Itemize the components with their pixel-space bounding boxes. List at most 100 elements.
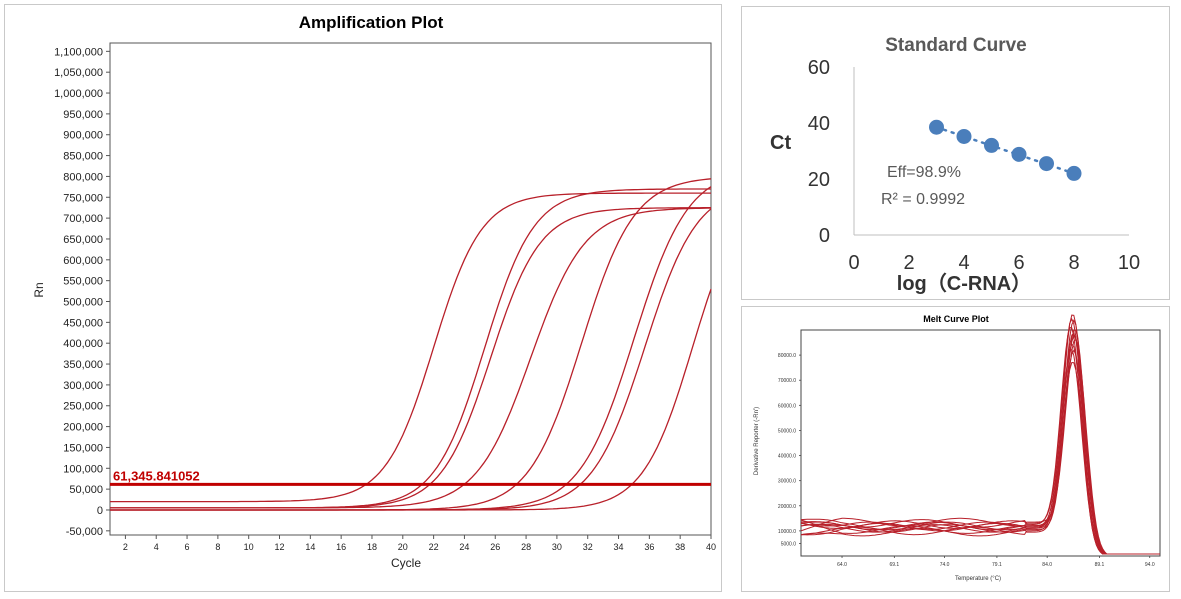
melt-curve-m7 bbox=[800, 334, 1160, 555]
amplification-x-tick-label: 30 bbox=[552, 542, 562, 552]
amplification-curve-std-1 bbox=[110, 192, 711, 503]
melt-curve-x-label: Temperature (°C) bbox=[955, 576, 1001, 582]
standard-curve-x-label: log（C-RNA） bbox=[897, 272, 1031, 295]
amplification-x-tick-label: 36 bbox=[644, 542, 654, 552]
amplification-x-tick-label: 8 bbox=[215, 542, 220, 552]
melt-curve-plot: Melt Curve Plot Temperature (°C) Derivat… bbox=[754, 314, 1161, 582]
melt-y-tick-label: 10000.0 bbox=[778, 529, 796, 535]
amplification-plot: Amplification Plot Cycle Rn -50,000 0 50,0… bbox=[32, 13, 716, 570]
amplification-y-tick-label: 200,000 bbox=[63, 422, 103, 434]
amplification-curve-std-4 bbox=[110, 207, 711, 509]
efficiency-annotation: Eff=98.9% bbox=[887, 164, 961, 181]
amplification-x-tick-label: 14 bbox=[305, 542, 315, 552]
amplification-curve-std-8 bbox=[110, 288, 712, 511]
melt-curve-m6 bbox=[800, 332, 1160, 555]
melt-x-tick-label: 74.0 bbox=[940, 562, 950, 568]
melt-y-tick-label: 40000.0 bbox=[778, 454, 796, 460]
melt-curve-panel: Melt Curve Plot Temperature (°C) Derivat… bbox=[741, 306, 1170, 592]
threshold-label: 61,345.841052 bbox=[113, 468, 200, 483]
amplification-y-tick-label: 900,000 bbox=[63, 130, 103, 142]
amplification-x-tick-label: 26 bbox=[490, 542, 500, 552]
standard-curve-y-tick-label: 0 bbox=[819, 225, 830, 247]
amplification-curve-std-6 bbox=[110, 186, 712, 511]
melt-x-tick-label: 84.0 bbox=[1042, 562, 1052, 568]
melt-x-tick-label: 69.1 bbox=[889, 562, 899, 568]
melt-x-tick-label: 64.0 bbox=[837, 562, 847, 568]
melt-curve-m12 bbox=[800, 361, 1160, 555]
standard-curve-x-tick-label: 8 bbox=[1068, 252, 1079, 274]
standard-curve-y-tick-label: 40 bbox=[808, 113, 830, 135]
amplification-y-tick-label: 750,000 bbox=[63, 192, 103, 204]
melt-x-tick-label: 89.1 bbox=[1095, 562, 1105, 568]
amplification-y-tick-label: 500,000 bbox=[63, 297, 103, 309]
amplification-x-tick-label: 38 bbox=[675, 542, 685, 552]
amplification-plot-area bbox=[109, 42, 712, 536]
amplification-y-tick-label: 450,000 bbox=[63, 317, 103, 329]
amplification-y-tick-label: 800,000 bbox=[63, 171, 103, 183]
amplification-x-tick-label: 24 bbox=[459, 542, 469, 552]
amplification-y-tick-label: 700,000 bbox=[63, 213, 103, 225]
amplification-x-tick-label: 34 bbox=[614, 542, 624, 552]
melt-y-tick-label: 70000.0 bbox=[778, 378, 796, 384]
amplification-y-tick-label: 400,000 bbox=[63, 338, 103, 350]
standard-curve-title: Standard Curve bbox=[885, 35, 1026, 56]
amplification-x-tick-label: 22 bbox=[429, 542, 439, 552]
standard-curve: Standard Curve Ct log（C-RNA） 0 20 40 60 0 2 4 6… bbox=[770, 35, 1140, 295]
amplification-x-tick-label: 6 bbox=[185, 542, 190, 552]
amplification-y-tick-label: 550,000 bbox=[63, 276, 103, 288]
melt-x-tick-label: 94.0 bbox=[1145, 562, 1155, 568]
amplification-x-tick-label: 40 bbox=[706, 542, 716, 552]
amplification-y-tick-label: 650,000 bbox=[63, 234, 103, 246]
melt-y-tick-label: 80000.0 bbox=[778, 353, 796, 359]
standard-curve-y-label: Ct bbox=[770, 132, 791, 154]
standard-curve-x-tick-label: 4 bbox=[958, 252, 969, 274]
amplification-y-tick-label: 850,000 bbox=[63, 151, 103, 163]
amplification-y-label: Rn bbox=[32, 282, 46, 297]
amplification-x-tick-label: 12 bbox=[275, 542, 285, 552]
amplification-plot-title: Amplification Plot bbox=[299, 13, 444, 32]
amplification-x-label: Cycle bbox=[391, 556, 421, 570]
amplification-y-tick-label: 50,000 bbox=[69, 484, 103, 496]
amplification-y-tick-label: -50,000 bbox=[66, 526, 103, 538]
amplification-curve-std-7 bbox=[110, 208, 712, 511]
melt-curve-y-label: Derivative Reporter (-Rn') bbox=[754, 407, 760, 475]
standard-curve-point bbox=[1066, 165, 1082, 181]
standard-curve-point bbox=[1039, 156, 1054, 172]
amplification-y-tick-label: 1,100,000 bbox=[54, 46, 103, 58]
amplification-y-tick-label: 1,050,000 bbox=[54, 67, 103, 79]
standard-curve-point bbox=[1011, 146, 1027, 162]
standard-curve-point bbox=[984, 137, 999, 153]
melt-x-tick-label: 79.1 bbox=[992, 562, 1002, 568]
melt-curve-m11 bbox=[800, 349, 1160, 555]
amplification-x-tick-label: 4 bbox=[154, 542, 159, 552]
amplification-x-tick-label: 28 bbox=[521, 542, 531, 552]
melt-curve-title: Melt Curve Plot bbox=[923, 314, 989, 324]
amplification-curve-std-3 bbox=[110, 207, 711, 509]
amplification-curve-std-5 bbox=[110, 178, 712, 511]
amplification-x-tick-label: 10 bbox=[244, 542, 254, 552]
melt-curve-plot-area bbox=[800, 329, 1161, 557]
melt-y-tick-label: 60000.0 bbox=[778, 403, 796, 409]
melt-y-tick-label: 50000.0 bbox=[778, 428, 796, 434]
standard-curve-x-tick-label: 0 bbox=[848, 252, 859, 274]
standard-curve-x-tick-label: 6 bbox=[1013, 252, 1024, 274]
standard-curve-y-tick-label: 60 bbox=[808, 57, 830, 79]
melt-curve-m9 bbox=[800, 338, 1160, 555]
amplification-y-tick-label: 600,000 bbox=[63, 255, 103, 267]
melt-y-tick-label: 30000.0 bbox=[778, 479, 796, 485]
amplification-y-tick-label: 250,000 bbox=[63, 401, 103, 413]
standard-curve-point bbox=[929, 119, 944, 135]
amplification-x-tick-label: 18 bbox=[367, 542, 377, 552]
standard-curve-y-tick-label: 20 bbox=[808, 169, 830, 191]
amplification-x-tick-label: 32 bbox=[583, 542, 593, 552]
melt-curve-m1 bbox=[800, 314, 1160, 555]
amplification-y-tick-label: 150,000 bbox=[63, 442, 103, 454]
standard-curve-panel: Standard Curve Ct log（C-RNA） 0 20 40 60 0 2 4 6… bbox=[741, 6, 1170, 300]
amplification-y-tick-label: 1,000,000 bbox=[54, 88, 103, 100]
melt-y-tick-label: 5000.0 bbox=[781, 541, 797, 547]
amplification-x-tick-label: 2 bbox=[123, 542, 128, 552]
standard-curve-x-tick-label: 2 bbox=[903, 252, 914, 274]
amplification-y-tick-label: 350,000 bbox=[63, 359, 103, 371]
amplification-y-tick-label: 100,000 bbox=[63, 463, 103, 475]
r-squared-annotation: R² = 0.9992 bbox=[881, 191, 965, 208]
